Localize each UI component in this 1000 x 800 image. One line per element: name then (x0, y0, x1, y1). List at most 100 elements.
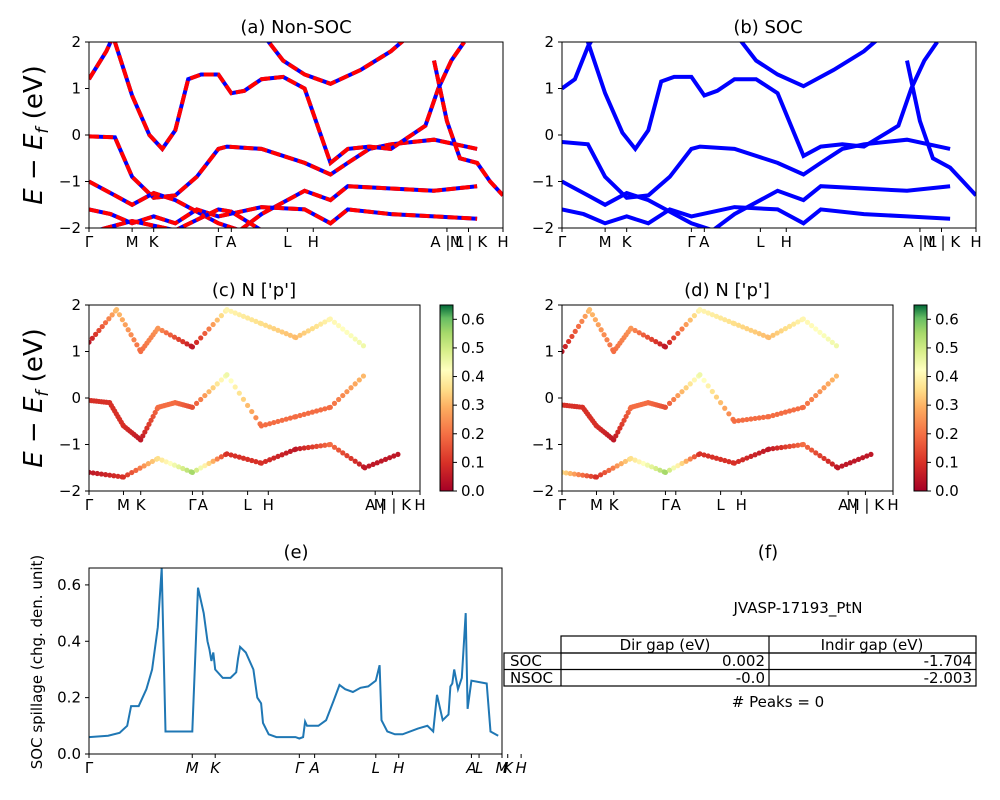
table-header-dir: Dir gap (eV) (620, 636, 711, 654)
band-point (701, 452, 707, 458)
band-line-nonsoc (432, 60, 503, 197)
band-point (628, 325, 634, 331)
band-point (236, 390, 242, 396)
band-point (163, 330, 169, 336)
colorbar-tick-label: 0.2 (461, 425, 485, 443)
band-point (766, 446, 772, 452)
peaks-label: # Peaks = 0 (732, 693, 824, 711)
band-point (718, 400, 724, 406)
x-tick-label: L (283, 233, 292, 251)
band-point (109, 312, 115, 318)
band-point (817, 453, 823, 459)
x-tick-label: Γ (295, 759, 305, 777)
band-point (679, 389, 685, 395)
band-point (382, 456, 389, 462)
band-point (313, 408, 320, 414)
band-point (327, 404, 333, 410)
band-point (184, 341, 190, 347)
band-point (125, 472, 131, 478)
band-point (198, 335, 204, 341)
panel-a-title: (a) Non-SOC (240, 17, 351, 38)
band-point (193, 400, 200, 406)
band-point (210, 458, 216, 464)
y-tick-label: 1 (71, 80, 81, 98)
colorbar-gradient (913, 304, 928, 492)
colorbar-c: 0.0 0.1 0.2 0.3 0.4 0.5 0.6 (439, 304, 485, 500)
band-point (713, 455, 720, 461)
band-point (232, 384, 238, 390)
x-tick-label: Γ (214, 233, 223, 251)
band-point (606, 467, 612, 473)
colorbar-tick-label: 0.1 (461, 453, 485, 471)
band-point (171, 462, 178, 468)
band-point (632, 457, 638, 463)
x-tick-label: M (117, 496, 130, 514)
band-point (752, 329, 758, 335)
band-point (94, 470, 100, 477)
band-point (829, 461, 835, 467)
band-point (275, 453, 281, 460)
colorbar-tick-label: 0.2 (935, 425, 959, 443)
band-point (111, 473, 117, 479)
band-point (313, 323, 320, 329)
band-point (258, 423, 264, 429)
x-tick-label: L (372, 759, 380, 777)
band-line (562, 179, 951, 228)
colorbar-tick-label: 0.3 (935, 396, 959, 414)
band-point (800, 441, 806, 448)
band-point (356, 461, 362, 467)
band-point (336, 396, 342, 403)
band-point (99, 323, 105, 330)
x-tick-label: A (308, 759, 319, 777)
x-tick-label: A (226, 233, 237, 251)
band-point (636, 459, 642, 465)
band-point (271, 326, 277, 332)
x-tick-label: H (781, 233, 792, 251)
band-point (163, 459, 169, 465)
x-tick-label: H (887, 496, 898, 514)
ylabel-spillage: SOC spillage (chg. den. unit) (28, 555, 46, 770)
band-point (756, 415, 762, 421)
band-point (744, 455, 750, 461)
band-point (868, 451, 874, 457)
band-point (644, 462, 651, 468)
plot-area (89, 307, 401, 480)
band-point (145, 461, 151, 467)
plot-area (89, 42, 503, 228)
band-point (592, 317, 598, 323)
band-point (258, 460, 264, 466)
band-point (253, 318, 259, 324)
colorbar-tick-label: 0.5 (935, 339, 959, 357)
band-point (786, 443, 793, 449)
y-tick-label: −1 (532, 436, 554, 454)
band-point (240, 313, 247, 319)
y-tick-label: 1 (544, 343, 554, 361)
x-tick-label: H (414, 496, 425, 514)
band-point (697, 372, 703, 378)
y-tick-label: 0 (544, 126, 554, 144)
band-point (649, 336, 655, 343)
band-point (159, 457, 165, 463)
y-tick-label: 2 (71, 296, 81, 314)
material-label: JVASP-17193_PtN (732, 599, 862, 618)
band-point (621, 417, 627, 423)
band-point (210, 321, 216, 328)
band-point (313, 443, 320, 449)
band-point (309, 444, 316, 450)
y-tick-label: 0.6 (57, 576, 81, 594)
x-tick-label: K (136, 496, 147, 514)
band-point (115, 473, 121, 479)
band-point (791, 321, 797, 327)
x-tick-label: Γ (687, 233, 696, 251)
band-point (283, 416, 289, 422)
band-point (809, 323, 815, 329)
x-tick-label: H (308, 233, 319, 251)
colorbar-tick-label: 0.4 (461, 368, 485, 386)
band-point (731, 460, 737, 466)
band-point (778, 444, 784, 451)
band-point (322, 442, 328, 448)
band-line (562, 205, 951, 226)
band-point (571, 471, 578, 477)
band-point (566, 338, 572, 345)
band-point (228, 308, 234, 314)
